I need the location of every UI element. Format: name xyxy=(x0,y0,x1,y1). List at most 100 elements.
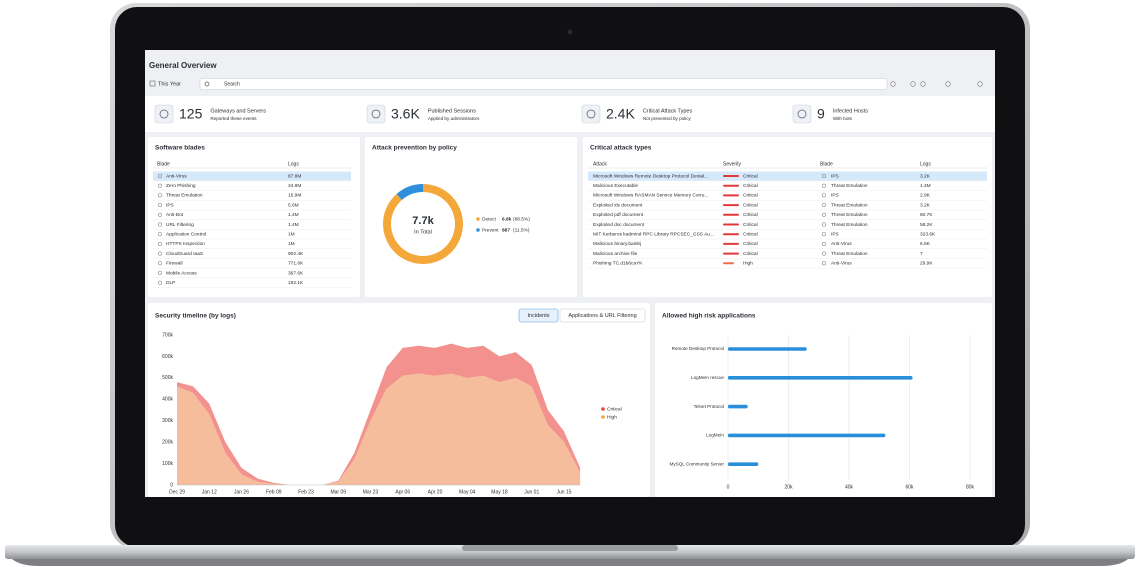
area-series xyxy=(177,373,581,485)
attack-name: Malicious archive file xyxy=(593,251,638,257)
severity-bar xyxy=(723,204,739,207)
logs: 3.2K xyxy=(920,202,931,208)
blade-icon xyxy=(157,212,163,217)
kpi-value: 125 xyxy=(179,106,203,122)
blade-icon xyxy=(821,232,827,237)
hinge-notch xyxy=(462,545,678,551)
severity-bar xyxy=(723,175,739,177)
panel-title: Security timeline (by logs) xyxy=(155,313,236,320)
donut-total-label: In Total xyxy=(414,229,432,235)
kpi-label: Critical Attack Types xyxy=(643,108,693,114)
panel-title: Allowed high risk applications xyxy=(662,313,756,320)
kpi-value: 2.4K xyxy=(606,106,635,122)
y-tick-label: 200k xyxy=(162,439,173,445)
legend-name: Prevent xyxy=(482,227,499,233)
legend-dot xyxy=(476,228,480,232)
logs: 2.9K xyxy=(920,193,931,199)
x-tick-label: Jan 12 xyxy=(202,489,217,495)
panel-title: Attack prevention by policy xyxy=(372,145,457,152)
blade: Anti-Virus xyxy=(831,241,852,247)
search-box xyxy=(199,78,888,90)
column-header: Logs xyxy=(288,161,299,167)
donut-total: 7.7k xyxy=(412,215,434,227)
x-tick-label: 60k xyxy=(905,484,914,490)
severity: Critical xyxy=(743,251,758,257)
attack-name: Exploited xls document xyxy=(593,202,643,208)
kpi-icon xyxy=(154,104,174,124)
logs: 3.2K xyxy=(920,173,931,179)
toolbar-icon xyxy=(977,81,983,87)
blade-name: Application Control xyxy=(166,231,206,237)
x-tick-label: Mar 09 xyxy=(330,489,346,495)
attack-name: Microsoft Windows RASMAN Service Memory … xyxy=(593,193,708,199)
severity-bar xyxy=(723,184,739,187)
donut-segment xyxy=(383,184,463,264)
blade-logs: 87.8M xyxy=(288,173,301,179)
x-tick-label: Apr 06 xyxy=(395,489,410,495)
kpi-label: Gateways and Servers xyxy=(210,108,266,114)
y-category-label: LogMeIn xyxy=(706,433,724,438)
blade-name: Mobile Access xyxy=(166,270,197,276)
x-tick-label: Jan 26 xyxy=(234,489,249,495)
legend-dot xyxy=(476,217,480,221)
severity-bar xyxy=(723,242,739,245)
tab[interactable] xyxy=(559,308,646,323)
blade-icon xyxy=(821,183,827,188)
tab[interactable] xyxy=(518,308,559,323)
kpi-value: 3.6K xyxy=(391,106,420,122)
blade: Threat Emulation xyxy=(831,222,868,228)
blade: IPS xyxy=(831,231,839,237)
attack-name: Phishing TC.d1b6caYK xyxy=(593,261,643,267)
severity: High xyxy=(743,261,753,267)
y-tick-label: 500k xyxy=(162,375,173,381)
x-tick-label: Feb 09 xyxy=(266,489,282,495)
blade-name: DLP xyxy=(166,280,175,286)
blade-name: Anti-Virus xyxy=(166,173,187,179)
legend-count: 887 xyxy=(502,227,510,233)
legend-share: (11.5%) xyxy=(513,227,530,233)
x-tick-label: May 18 xyxy=(491,489,508,495)
legend-name: Detect xyxy=(482,216,497,222)
blade-logs: 1.4M xyxy=(288,222,299,228)
blade-icon xyxy=(157,193,163,198)
blade-icon xyxy=(157,173,163,179)
y-category-label: Telnet Protocol xyxy=(694,404,724,409)
severity: Critical xyxy=(743,173,758,179)
donut-segment xyxy=(396,184,424,201)
x-tick-label: 80k xyxy=(966,484,975,490)
x-tick-label: 0 xyxy=(727,484,730,490)
y-category-label: Remote Desktop Protocol xyxy=(672,346,724,351)
column-header: Attack xyxy=(593,161,607,167)
y-tick-label: 100k xyxy=(162,461,173,467)
kpi-sub: With bots xyxy=(833,116,853,121)
calendar-icon xyxy=(149,80,156,87)
selected-row xyxy=(588,171,987,181)
logs: 58.2K xyxy=(920,222,933,228)
column-header: Severity xyxy=(723,161,742,167)
tab-label[interactable]: Incidents xyxy=(527,313,549,319)
severity: Critical xyxy=(743,222,758,228)
panel-title: Software blades xyxy=(155,145,205,152)
logs: 323.6K xyxy=(920,231,936,237)
blade: Anti-Virus xyxy=(831,261,852,267)
x-tick-label: 40k xyxy=(845,484,854,490)
kpi-label: Infected Hosts xyxy=(833,108,868,114)
attack-name: Exploited pdf document xyxy=(593,212,644,218)
kpi-glyph xyxy=(371,109,381,119)
blade-icon xyxy=(821,203,827,208)
severity: Critical xyxy=(743,212,758,218)
severity: Critical xyxy=(743,241,758,247)
bar xyxy=(728,433,886,438)
blade-icon xyxy=(157,261,163,266)
blade-logs: 367.6K xyxy=(288,270,304,276)
blade-icon xyxy=(157,280,163,285)
kpi-icon xyxy=(792,104,812,124)
tab-label[interactable]: Applications & URL Filtering xyxy=(568,313,636,319)
panel-title: Critical attack types xyxy=(590,145,652,152)
y-tick-label: 600k xyxy=(162,354,173,360)
y-tick-label: 0 xyxy=(170,482,173,488)
y-tick-label: 700k xyxy=(162,332,173,338)
kpi-glyph xyxy=(586,109,596,119)
